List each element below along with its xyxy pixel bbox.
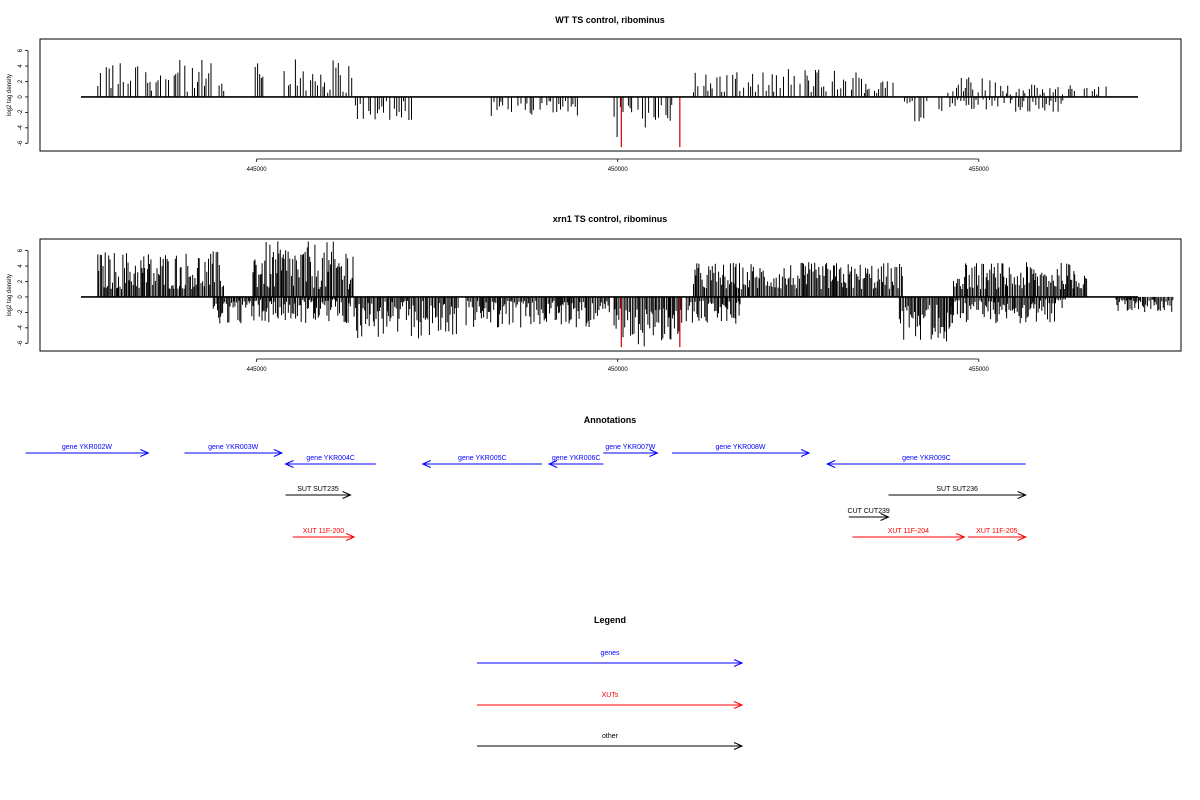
annotation-label: SUT SUT235 xyxy=(297,486,339,493)
annotation-feature: gene YKR002W xyxy=(25,444,150,457)
y-tick-label: 0 xyxy=(18,95,24,99)
annotation-arrowhead xyxy=(880,513,890,521)
annotation-feature: XUT 11F-204 xyxy=(852,528,966,541)
y-tick-label: 6 xyxy=(18,248,24,252)
y-tick-label: -4 xyxy=(18,125,24,131)
x-tick-label: 450000 xyxy=(608,167,629,173)
x-tick-label: 445000 xyxy=(247,367,268,373)
y-tick-label: 0 xyxy=(18,295,24,299)
annotation-label: gene YKR002W xyxy=(62,444,112,451)
annotation-feature: XUT 11F-205 xyxy=(967,528,1027,541)
annotation-feature: XUT 11F-200 xyxy=(292,528,356,541)
annotation-arrowhead xyxy=(421,460,431,468)
legend-entries: genes XUTs other xyxy=(477,650,744,750)
legend-entry: XUTs xyxy=(477,692,744,709)
panel-title: xrn1 TS control, ribominus xyxy=(553,214,668,224)
legend-entry: genes xyxy=(477,650,744,667)
x-tick-label: 445000 xyxy=(247,167,268,173)
annotation-feature: gene YKR005C xyxy=(421,455,542,468)
annotations-title: Annotations xyxy=(584,415,637,425)
legend-arrowhead xyxy=(733,742,744,750)
x-axis: 445000 450000 455000 xyxy=(247,158,990,173)
y-tick-label: 4 xyxy=(18,64,24,68)
legend-label: XUTs xyxy=(602,692,619,699)
legend-panel: Legend genes XUTs other xyxy=(477,615,744,750)
annotation-feature: SUT SUT235 xyxy=(285,486,352,499)
annotation-feature: CUT CUT239 xyxy=(848,508,890,521)
annotation-label: gene YKR007W xyxy=(605,444,655,451)
annotations-panel: Annotations gene YKR002W gene YKR003Wgene… xyxy=(25,415,1027,541)
y-tick-label: -2 xyxy=(18,109,24,115)
annotation-label: XUT 11F-204 xyxy=(888,528,929,535)
annotation-arrowhead xyxy=(956,533,966,541)
y-tick-label: -4 xyxy=(18,325,24,331)
annotation-feature: gene YKR008W xyxy=(671,444,811,457)
panel-wt: WT TS control, ribominus log2 tag densit… xyxy=(7,15,1182,173)
x-tick-label: 450000 xyxy=(608,367,629,373)
annotation-label: SUT SUT236 xyxy=(936,486,978,493)
y-tick-label: -6 xyxy=(18,140,24,146)
y-tick-label: 6 xyxy=(18,48,24,52)
legend-label: other xyxy=(602,733,619,740)
annotation-feature: gene YKR009C xyxy=(825,455,1026,468)
annotation-arrowhead xyxy=(342,491,352,499)
y-tick-label: 4 xyxy=(18,264,24,268)
annotation-label: CUT CUT239 xyxy=(848,508,890,515)
annotation-arrowhead xyxy=(1017,533,1027,541)
panel-title: WT TS control, ribominus xyxy=(555,15,665,25)
legend-title: Legend xyxy=(594,615,626,625)
annotation-arrowhead xyxy=(345,533,356,541)
legend-label: genes xyxy=(600,650,620,657)
feature-group: gene YKR002W gene YKR003W gene YKR004C gene… xyxy=(25,444,1027,541)
annotation-label: gene YKR008W xyxy=(715,444,765,451)
bar-group xyxy=(81,241,1174,348)
y-tick-label: -6 xyxy=(18,340,24,346)
annotation-feature: gene YKR004C xyxy=(284,455,376,468)
y-axis: -6 -4 -2 0 2 4 6 xyxy=(18,48,29,146)
annotation-label: gene YKR009C xyxy=(902,455,951,462)
annotation-arrowhead xyxy=(273,449,284,457)
annotation-arrowhead xyxy=(825,460,836,468)
legend-arrowhead xyxy=(733,701,744,709)
x-tick-label: 455000 xyxy=(969,367,990,373)
x-tick-label: 455000 xyxy=(969,167,990,173)
annotation-feature: gene YKR007W xyxy=(603,444,659,457)
annotation-label: gene YKR005C xyxy=(458,455,507,462)
annotation-arrowhead xyxy=(140,449,150,457)
annotation-arrowhead xyxy=(547,460,558,468)
annotation-label: gene YKR003W xyxy=(208,444,258,451)
legend-arrowhead xyxy=(733,659,744,667)
panel-xrn1: xrn1 TS control, ribominus log2 tag dens… xyxy=(7,214,1182,373)
annotation-feature: gene YKR006C xyxy=(547,455,604,468)
annotation-label: gene YKR004C xyxy=(306,455,355,462)
annotation-arrowhead xyxy=(800,449,811,457)
plot-frame xyxy=(39,238,1182,352)
y-axis: -6 -4 -2 0 2 4 6 xyxy=(18,248,29,346)
legend-entry: other xyxy=(477,733,744,750)
y-tick-label: -2 xyxy=(18,309,24,315)
annotation-arrowhead xyxy=(1017,491,1027,499)
y-tick-label: 2 xyxy=(18,279,24,283)
annotation-label: gene YKR006C xyxy=(552,455,601,462)
y-axis-label: log2 tag density xyxy=(7,74,13,116)
x-axis: 445000 450000 455000 xyxy=(247,358,990,373)
annotation-feature: gene YKR003W xyxy=(184,444,284,457)
bar-group xyxy=(81,59,1138,148)
plot-frame xyxy=(39,38,1182,152)
annotation-arrowhead xyxy=(649,449,659,457)
annotation-label: XUT 11F-205 xyxy=(976,528,1017,535)
y-axis-label: log2 tag density xyxy=(7,274,13,316)
annotation-feature: SUT SUT236 xyxy=(888,486,1027,499)
y-tick-label: 2 xyxy=(18,79,24,83)
annotation-label: XUT 11F-200 xyxy=(303,528,344,535)
annotation-arrowhead xyxy=(284,460,294,468)
